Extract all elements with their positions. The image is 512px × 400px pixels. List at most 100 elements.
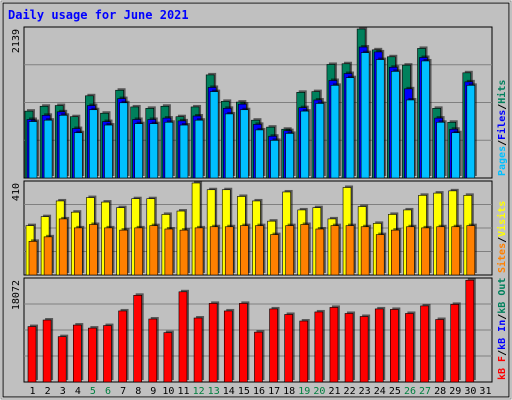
- x-tick-label: 27: [419, 386, 431, 397]
- sites-bar: [164, 227, 175, 276]
- pages-bar: [466, 83, 477, 179]
- legend-part: Sites: [496, 243, 508, 273]
- pages-bar: [300, 109, 311, 179]
- pages-bar: [89, 107, 100, 179]
- x-tick-label: 24: [374, 386, 386, 397]
- kbf-bar: [420, 303, 431, 383]
- legend-part: kB Out: [497, 278, 508, 314]
- x-tick-label: 25: [389, 386, 401, 397]
- x-tick-label: 7: [120, 386, 126, 397]
- kbf-bar: [103, 323, 114, 383]
- x-tick-label: 20: [313, 386, 325, 397]
- sites-bar: [270, 232, 281, 276]
- kbf-bar: [405, 311, 416, 383]
- kbf-bar: [27, 324, 38, 383]
- x-tick-label: 29: [449, 386, 461, 397]
- kbf-bar: [239, 301, 250, 383]
- pages-bar: [406, 97, 417, 179]
- kbf-bar: [314, 309, 325, 383]
- sites-bar: [134, 225, 145, 276]
- panel-visits-sites: 410 Sites/Visits: [11, 180, 508, 276]
- kbf-bar: [57, 334, 69, 383]
- pages-bar: [270, 138, 281, 179]
- x-tick-label: 26: [404, 386, 416, 397]
- pages-bar: [134, 121, 145, 179]
- x-tick-label: 31: [479, 386, 491, 397]
- series-legend-label: Pages/Files/Hits: [496, 80, 508, 176]
- pages-bar: [391, 69, 402, 179]
- kbf-bar: [254, 330, 265, 383]
- pages-bar: [28, 119, 39, 179]
- sites-bar: [345, 223, 357, 276]
- x-tick-label: 28: [434, 386, 446, 397]
- sites-bar: [119, 228, 130, 276]
- kbf-bar: [223, 308, 235, 383]
- pages-bar: [240, 107, 251, 179]
- sites-bar: [89, 222, 100, 276]
- sites-bar: [58, 216, 70, 276]
- kbf-bar: [344, 311, 356, 383]
- kbf-bar: [329, 305, 340, 383]
- kbf-bar: [148, 317, 159, 383]
- pages-bar: [285, 131, 296, 179]
- kbf-bar: [208, 301, 220, 383]
- kbf-bar: [193, 316, 205, 383]
- sites-bar: [391, 228, 402, 276]
- legend-part: kB In: [497, 320, 508, 350]
- kbf-bar: [42, 318, 54, 383]
- kbf-bar: [284, 312, 295, 383]
- y-max-label: 410: [11, 183, 22, 201]
- sites-bar: [330, 223, 341, 276]
- kbf-bar: [374, 306, 386, 383]
- pages-bar: [315, 101, 326, 179]
- sites-bar: [406, 224, 417, 276]
- legend-part: /: [497, 140, 508, 146]
- pages-bar: [436, 120, 447, 179]
- pages-bar: [58, 113, 70, 179]
- legend-part: /: [497, 104, 508, 110]
- sites-bar: [315, 227, 326, 276]
- x-tick-label: 5: [90, 386, 96, 397]
- x-tick-label: 16: [253, 386, 265, 397]
- sites-bar: [194, 225, 206, 276]
- kbf-bar: [359, 314, 371, 383]
- sites-bar: [285, 223, 296, 276]
- x-tick-label: 17: [268, 386, 280, 397]
- x-tick-label: 8: [135, 386, 141, 397]
- pages-bar: [43, 118, 55, 179]
- x-tick-label: 13: [208, 386, 220, 397]
- x-tick-label: 19: [298, 386, 310, 397]
- kbf-bar: [163, 330, 174, 383]
- pages-bar: [451, 130, 462, 179]
- legend-part: /: [497, 314, 508, 320]
- pages-bar: [104, 123, 115, 179]
- sites-bar: [360, 224, 372, 276]
- x-tick-label: 9: [150, 386, 156, 397]
- x-tick-label: 10: [162, 386, 174, 397]
- legend-part: kB F: [497, 356, 508, 380]
- sites-bar: [436, 224, 447, 276]
- x-tick-label: 11: [177, 386, 189, 397]
- legend-part: Hits: [496, 80, 508, 104]
- sites-bar: [224, 224, 236, 276]
- legend-part: Pages: [497, 146, 508, 176]
- sites-bar: [255, 223, 266, 276]
- pages-bar: [119, 100, 130, 179]
- x-tick-label: 3: [60, 386, 66, 397]
- pages-bar: [73, 130, 85, 179]
- kbf-bar: [133, 293, 144, 383]
- x-tick-label: 12: [193, 386, 205, 397]
- kbf-bar: [435, 317, 446, 383]
- pages-bar: [194, 118, 206, 179]
- pages-bar: [179, 123, 190, 179]
- kbf-bar: [118, 308, 129, 383]
- sites-bar: [179, 228, 190, 276]
- x-tick-label: 18: [283, 386, 295, 397]
- series-legend-label: kB F/kB In/kB Out: [497, 278, 508, 380]
- pages-bar: [360, 50, 372, 179]
- sites-bar: [209, 224, 221, 276]
- x-tick-label: 22: [344, 386, 356, 397]
- legend-part: Files: [496, 110, 508, 140]
